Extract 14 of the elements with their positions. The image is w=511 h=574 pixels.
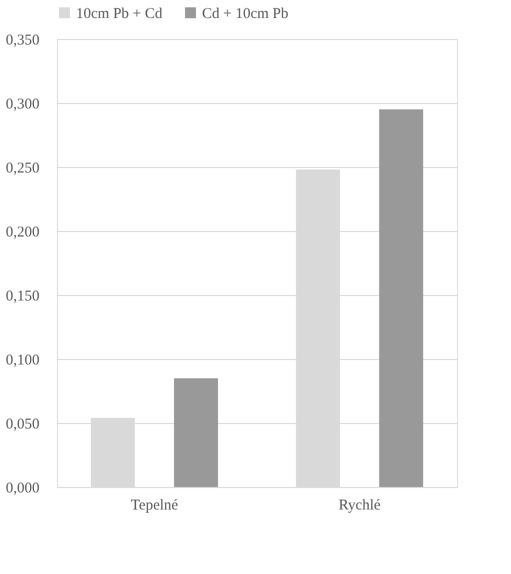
bar xyxy=(174,378,218,487)
legend-label: 10cm Pb + Cd xyxy=(76,6,163,22)
legend-label: Cd + 10cm Pb xyxy=(202,6,288,22)
y-tick-label: 0,050 xyxy=(6,416,40,432)
x-tick-label: Rychlé xyxy=(338,498,381,514)
y-tick-label: 0,300 xyxy=(6,96,40,112)
x-tick-label: Tepelné xyxy=(130,498,178,514)
bar xyxy=(379,109,424,487)
y-tick-label: 0,000 xyxy=(6,480,40,496)
y-tick-label: 0,350 xyxy=(6,32,40,48)
y-tick-label: 0,150 xyxy=(6,288,40,304)
y-tick-label: 0,100 xyxy=(6,352,40,368)
y-tick-label: 0,250 xyxy=(6,160,40,176)
y-tick-label: 0,200 xyxy=(6,224,40,240)
